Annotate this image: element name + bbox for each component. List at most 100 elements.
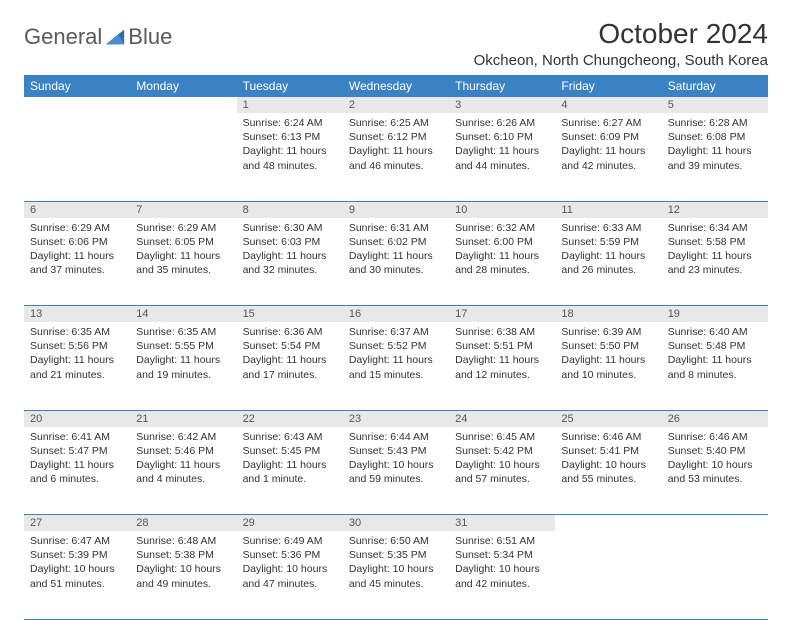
cell-line-sunrise: Sunrise: 6:34 AM (668, 221, 762, 235)
cell-line-day1: Daylight: 10 hours (349, 562, 443, 576)
cell-line-day1: Daylight: 11 hours (136, 458, 230, 472)
cell-line-sunrise: Sunrise: 6:35 AM (136, 325, 230, 339)
cell-line-day2: and 23 minutes. (668, 263, 762, 277)
location-subtitle: Okcheon, North Chungcheong, South Korea (474, 52, 768, 69)
cell-line-sunset: Sunset: 6:09 PM (561, 130, 655, 144)
day-cell: Sunrise: 6:28 AMSunset: 6:08 PMDaylight:… (662, 113, 768, 201)
day-number: 29 (237, 515, 343, 532)
day-cell: Sunrise: 6:27 AMSunset: 6:09 PMDaylight:… (555, 113, 661, 201)
cell-line-day1: Daylight: 11 hours (349, 353, 443, 367)
daynum-row: 20212223242526 (24, 410, 768, 427)
cell-line-day1: Daylight: 11 hours (30, 353, 124, 367)
day-cell: Sunrise: 6:44 AMSunset: 5:43 PMDaylight:… (343, 427, 449, 515)
day-number: 6 (24, 201, 130, 218)
day-cell: Sunrise: 6:48 AMSunset: 5:38 PMDaylight:… (130, 531, 236, 619)
day-number: 9 (343, 201, 449, 218)
cell-line-day2: and 19 minutes. (136, 368, 230, 382)
day-header: Wednesday (343, 75, 449, 97)
cell-line-sunset: Sunset: 5:41 PM (561, 444, 655, 458)
cell-line-sunset: Sunset: 5:45 PM (243, 444, 337, 458)
day-cell: Sunrise: 6:46 AMSunset: 5:40 PMDaylight:… (662, 427, 768, 515)
cell-line-day1: Daylight: 11 hours (668, 144, 762, 158)
cell-line-day2: and 53 minutes. (668, 472, 762, 486)
day-number: 1 (237, 97, 343, 113)
month-title: October 2024 (474, 18, 768, 50)
cell-line-sunset: Sunset: 5:51 PM (455, 339, 549, 353)
cell-line-day1: Daylight: 11 hours (668, 353, 762, 367)
day-cell (130, 113, 236, 201)
cell-line-day2: and 8 minutes. (668, 368, 762, 382)
cell-line-day1: Daylight: 11 hours (561, 144, 655, 158)
day-cell: Sunrise: 6:29 AMSunset: 6:05 PMDaylight:… (130, 218, 236, 306)
cell-line-sunrise: Sunrise: 6:36 AM (243, 325, 337, 339)
day-header: Saturday (662, 75, 768, 97)
day-number: 21 (130, 410, 236, 427)
cell-line-day1: Daylight: 11 hours (561, 353, 655, 367)
content-row: Sunrise: 6:47 AMSunset: 5:39 PMDaylight:… (24, 531, 768, 619)
day-cell: Sunrise: 6:33 AMSunset: 5:59 PMDaylight:… (555, 218, 661, 306)
day-header: Tuesday (237, 75, 343, 97)
day-number: 18 (555, 306, 661, 323)
cell-line-sunrise: Sunrise: 6:27 AM (561, 116, 655, 130)
cell-line-sunrise: Sunrise: 6:50 AM (349, 534, 443, 548)
day-cell: Sunrise: 6:39 AMSunset: 5:50 PMDaylight:… (555, 322, 661, 410)
day-number: 23 (343, 410, 449, 427)
cell-line-sunset: Sunset: 5:55 PM (136, 339, 230, 353)
cell-line-day1: Daylight: 11 hours (243, 249, 337, 263)
cell-line-day2: and 44 minutes. (455, 159, 549, 173)
cell-line-sunrise: Sunrise: 6:26 AM (455, 116, 549, 130)
cell-line-day2: and 59 minutes. (349, 472, 443, 486)
day-cell (24, 113, 130, 201)
cell-line-sunset: Sunset: 5:43 PM (349, 444, 443, 458)
day-number: 12 (662, 201, 768, 218)
day-number: 19 (662, 306, 768, 323)
cell-line-sunrise: Sunrise: 6:25 AM (349, 116, 443, 130)
cell-line-day1: Daylight: 11 hours (561, 249, 655, 263)
cell-line-sunrise: Sunrise: 6:48 AM (136, 534, 230, 548)
day-cell (555, 531, 661, 619)
day-number: 14 (130, 306, 236, 323)
cell-line-day2: and 55 minutes. (561, 472, 655, 486)
cell-line-sunset: Sunset: 5:59 PM (561, 235, 655, 249)
cell-line-sunset: Sunset: 5:40 PM (668, 444, 762, 458)
triangle-icon (104, 26, 126, 48)
cell-line-sunrise: Sunrise: 6:33 AM (561, 221, 655, 235)
cell-line-day2: and 28 minutes. (455, 263, 549, 277)
day-cell: Sunrise: 6:36 AMSunset: 5:54 PMDaylight:… (237, 322, 343, 410)
cell-line-day2: and 42 minutes. (455, 577, 549, 591)
cell-line-sunset: Sunset: 6:00 PM (455, 235, 549, 249)
day-cell: Sunrise: 6:40 AMSunset: 5:48 PMDaylight:… (662, 322, 768, 410)
day-number: 17 (449, 306, 555, 323)
cell-line-sunset: Sunset: 6:12 PM (349, 130, 443, 144)
day-number: 10 (449, 201, 555, 218)
cell-line-sunset: Sunset: 5:35 PM (349, 548, 443, 562)
daynum-row: 6789101112 (24, 201, 768, 218)
day-number: 4 (555, 97, 661, 113)
cell-line-day2: and 4 minutes. (136, 472, 230, 486)
calendar-body: 12345Sunrise: 6:24 AMSunset: 6:13 PMDayl… (24, 97, 768, 619)
day-cell: Sunrise: 6:47 AMSunset: 5:39 PMDaylight:… (24, 531, 130, 619)
cell-line-day2: and 26 minutes. (561, 263, 655, 277)
day-cell: Sunrise: 6:50 AMSunset: 5:35 PMDaylight:… (343, 531, 449, 619)
cell-line-sunset: Sunset: 6:06 PM (30, 235, 124, 249)
cell-line-sunrise: Sunrise: 6:30 AM (243, 221, 337, 235)
cell-line-day1: Daylight: 10 hours (243, 562, 337, 576)
cell-line-day1: Daylight: 11 hours (136, 249, 230, 263)
cell-line-sunrise: Sunrise: 6:37 AM (349, 325, 443, 339)
cell-line-day2: and 47 minutes. (243, 577, 337, 591)
cell-line-sunrise: Sunrise: 6:46 AM (561, 430, 655, 444)
day-number: 5 (662, 97, 768, 113)
cell-line-day2: and 21 minutes. (30, 368, 124, 382)
cell-line-day1: Daylight: 11 hours (455, 144, 549, 158)
cell-line-sunrise: Sunrise: 6:31 AM (349, 221, 443, 235)
day-number: 22 (237, 410, 343, 427)
day-cell: Sunrise: 6:51 AMSunset: 5:34 PMDaylight:… (449, 531, 555, 619)
day-cell: Sunrise: 6:30 AMSunset: 6:03 PMDaylight:… (237, 218, 343, 306)
calendar-header: SundayMondayTuesdayWednesdayThursdayFrid… (24, 75, 768, 97)
cell-line-sunset: Sunset: 6:13 PM (243, 130, 337, 144)
cell-line-day2: and 45 minutes. (349, 577, 443, 591)
day-cell: Sunrise: 6:37 AMSunset: 5:52 PMDaylight:… (343, 322, 449, 410)
day-header: Friday (555, 75, 661, 97)
day-number: 31 (449, 515, 555, 532)
day-number: 30 (343, 515, 449, 532)
